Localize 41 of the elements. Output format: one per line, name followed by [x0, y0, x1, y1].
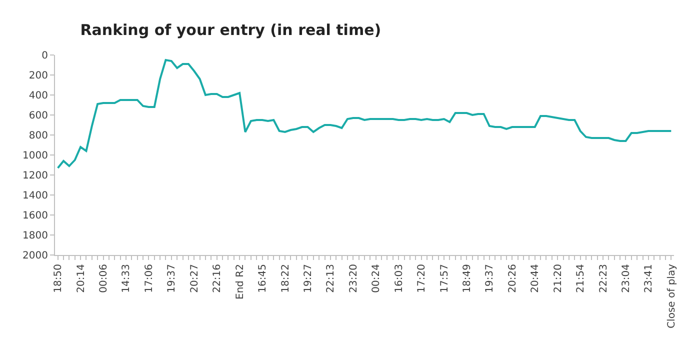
x-tick-label: 20:27	[189, 264, 200, 293]
y-tick-label: 200	[28, 70, 48, 82]
x-tick-label: 00:06	[98, 264, 110, 293]
x-tick-label: 20:26	[507, 264, 518, 293]
x-tick-label: 14:33	[121, 264, 132, 293]
y-tick-label: 1200	[22, 170, 48, 182]
x-tick-label: 23:04	[620, 264, 632, 293]
x-tick-label: 22:16	[212, 264, 224, 293]
chart-title: Ranking of your entry (in real time)	[80, 21, 382, 39]
x-tick-label: 21:54	[576, 264, 587, 293]
x-tick-label: 19:37	[484, 264, 496, 293]
x-tick-label: 17:57	[439, 264, 450, 293]
y-tick-label: 1400	[22, 190, 48, 202]
y-tick-label: 2000	[22, 250, 48, 262]
y-tick-label: 400	[28, 90, 48, 102]
x-tick-label: 18:49	[462, 264, 473, 293]
x-tick-label: End R2	[234, 264, 246, 300]
x-tick-label: 23:41	[644, 264, 655, 293]
y-tick-label: 1000	[22, 150, 48, 162]
x-tick-label: 20:14	[76, 264, 87, 293]
x-tick-label: 18:22	[280, 264, 292, 293]
x-tick-label: 19:37	[166, 264, 178, 293]
x-tick-label: 16:45	[258, 264, 269, 293]
x-tick-label: 22:23	[598, 264, 610, 293]
y-tick-label: 0	[42, 50, 48, 62]
x-tick-label: 00:24	[371, 264, 382, 293]
y-tick-label: 600	[28, 110, 48, 122]
x-tick-label: 17:20	[416, 264, 428, 293]
x-tick-label: 21:20	[552, 264, 564, 293]
x-tick-label: 23:20	[348, 264, 360, 293]
y-tick-label: 800	[28, 130, 48, 142]
x-tick-label: 17:06	[144, 264, 155, 293]
x-tick-label: 22:13	[326, 264, 337, 293]
y-tick-label: 1800	[22, 230, 48, 242]
y-tick-label: 1600	[22, 210, 48, 222]
x-tick-label: Close of play	[666, 264, 678, 328]
line-series	[56, 59, 672, 169]
x-tick-label: 18:50	[53, 264, 64, 293]
x-tick-label: 19:27	[302, 264, 314, 293]
x-tick-label: 16:03	[394, 264, 405, 293]
x-tick-label: 20:44	[530, 264, 542, 293]
